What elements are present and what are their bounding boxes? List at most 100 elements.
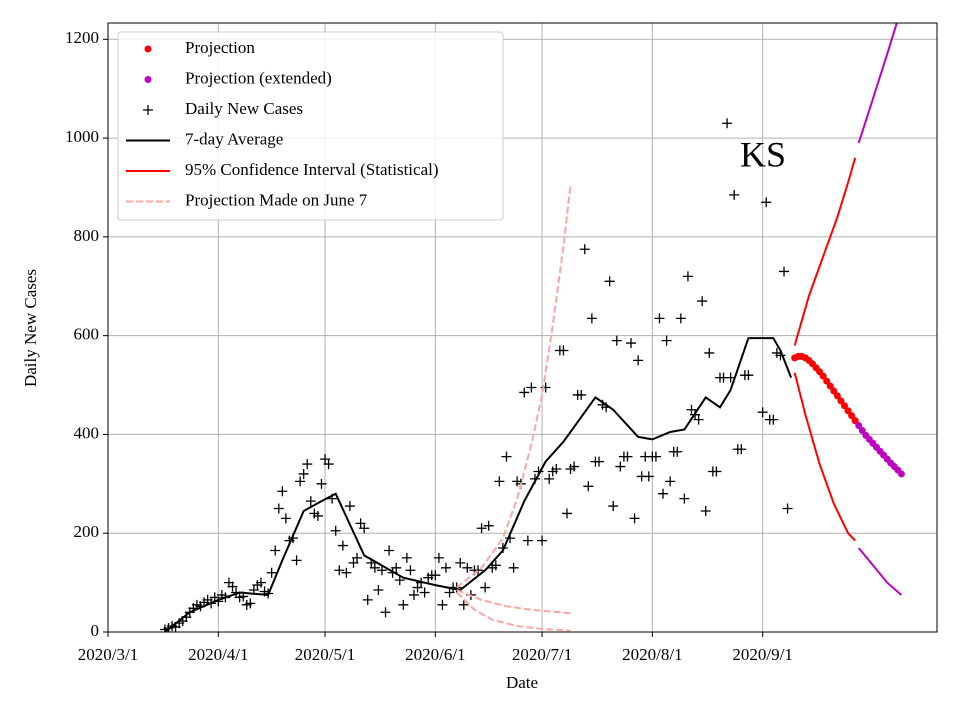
case-marker: [679, 493, 690, 504]
case-marker: [437, 599, 448, 610]
case-marker: [501, 451, 512, 462]
dashed-line: [456, 184, 572, 589]
case-marker: [711, 466, 722, 477]
case-marker: [604, 276, 615, 287]
case-marker: [255, 577, 266, 588]
annotation: KS: [740, 134, 786, 174]
case-marker: [312, 510, 323, 521]
axes: 2020/3/1 2020/4/1 2020/5/1 2020/6/1 2020/7/1…: [65, 28, 793, 664]
case-marker: [480, 582, 491, 593]
case-marker: [295, 476, 306, 487]
case-marker: [700, 505, 711, 516]
case-marker: [376, 565, 387, 576]
case-marker: [615, 461, 626, 472]
case-marker: [551, 464, 562, 475]
case-marker: [462, 562, 473, 573]
case-marker: [401, 552, 412, 563]
legend: Projection Projection (extended) Daily New…: [117, 31, 504, 221]
case-marker: [380, 607, 391, 618]
plot-area: [159, 23, 905, 632]
case-marker: [654, 313, 665, 324]
dashed-line: [456, 589, 571, 615]
case-marker: [352, 552, 363, 563]
case-marker: [408, 589, 419, 600]
case-marker: [729, 189, 740, 200]
case-marker: [650, 451, 661, 462]
case-marker: [270, 545, 281, 556]
legend-label: Projection (extended): [185, 68, 332, 87]
case-marker: [483, 520, 494, 531]
case-marker: [665, 476, 676, 487]
case-marker: [508, 562, 519, 573]
case-marker: [323, 459, 334, 470]
y-tick-label: 1000: [65, 127, 99, 146]
legend-label: Projection: [185, 38, 255, 57]
case-marker: [761, 197, 772, 208]
case-marker: [298, 468, 309, 479]
y-tick-label: 200: [74, 522, 100, 541]
case-marker: [305, 496, 316, 507]
y-tick-label: 800: [74, 226, 100, 245]
case-marker: [622, 451, 633, 462]
projection-dot: [855, 422, 863, 430]
case-marker: [658, 488, 669, 499]
case-marker: [441, 562, 452, 573]
case-marker: [782, 503, 793, 514]
case-marker: [419, 587, 430, 598]
case-marker: [743, 370, 754, 381]
case-marker: [757, 407, 768, 418]
projection-dot: [837, 397, 845, 405]
line: [164, 337, 793, 632]
case-marker: [736, 444, 747, 455]
case-marker: [779, 266, 790, 277]
case-marker: [490, 560, 501, 571]
legend-symbol: [144, 76, 152, 83]
x-tick-label: 2020/6/1: [405, 645, 465, 664]
case-marker: [675, 313, 686, 324]
case-marker: [661, 335, 672, 346]
case-marker: [586, 313, 597, 324]
case-marker: [373, 585, 384, 596]
case-marker: [391, 562, 402, 573]
axes-frame: [107, 22, 938, 633]
case-marker: [337, 540, 348, 551]
case-marker: [473, 565, 484, 576]
case-marker: [697, 296, 708, 307]
case-marker: [629, 513, 640, 524]
case-marker: [330, 525, 341, 536]
case-marker: [593, 456, 604, 467]
case-marker: [643, 471, 654, 482]
projection-dot: [840, 402, 848, 410]
case-marker: [611, 335, 622, 346]
case-marker: [522, 535, 533, 546]
case-marker: [341, 567, 352, 578]
x-tick-label: 2020/5/1: [295, 645, 355, 664]
x-axis-label: Date: [506, 673, 538, 692]
case-marker: [458, 599, 469, 610]
case-marker: [273, 503, 284, 514]
line: [793, 372, 856, 542]
legend-box: [117, 31, 504, 221]
projection-dot: [858, 426, 866, 434]
case-marker: [359, 523, 370, 534]
y-tick-label: 1200: [65, 28, 99, 47]
dashed-line: [456, 591, 571, 632]
case-marker: [722, 118, 733, 129]
x-tick-label: 2020/4/1: [188, 645, 248, 664]
case-marker: [626, 338, 637, 349]
x-tick-label: 2020/9/1: [732, 645, 792, 664]
case-marker: [362, 594, 373, 605]
case-marker: [576, 389, 587, 400]
projection-dot: [897, 470, 905, 478]
case-marker: [280, 513, 291, 524]
legend-label: 95% Confidence Interval (Statistical): [185, 160, 439, 179]
projection-dot: [851, 417, 859, 425]
case-marker: [334, 565, 345, 576]
legend-label: Daily New Cases: [185, 99, 303, 118]
case-marker: [227, 581, 238, 592]
projection-dot: [844, 407, 852, 415]
case-marker: [430, 570, 441, 581]
case-marker: [579, 244, 590, 255]
case-marker: [633, 355, 644, 366]
